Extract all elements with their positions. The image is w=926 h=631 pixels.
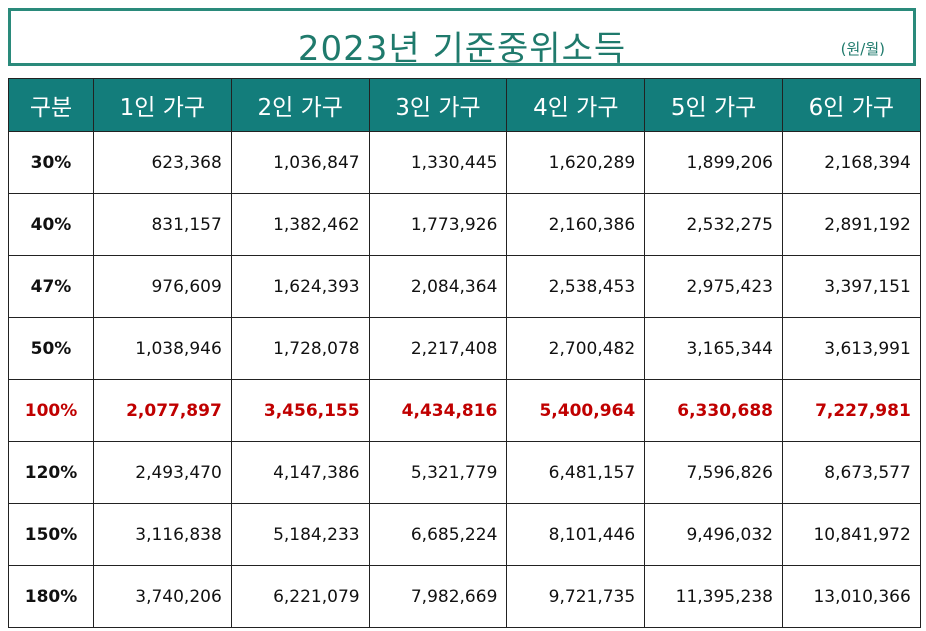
cell: 5,400,964 <box>506 379 646 442</box>
page-title: 2023년 기준중위소득 <box>297 29 627 69</box>
row-label: 47% <box>8 255 94 318</box>
header-5-person: 5인 가구 <box>644 78 783 132</box>
title-box: 2023년 기준중위소득 (원/월) <box>8 8 916 69</box>
cell: 9,721,735 <box>506 565 646 628</box>
cell: 5,184,233 <box>230 503 370 566</box>
cell: 3,740,206 <box>93 565 232 628</box>
header-row: 구분 1인 가구 2인 가구 3인 가구 4인 가구 5인 가구 6인 가구 <box>8 78 921 132</box>
cell: 4,147,386 <box>230 441 370 504</box>
cell: 5,321,779 <box>368 441 508 504</box>
cell: 2,538,453 <box>506 255 646 318</box>
table-row: 30% 623,368 1,036,847 1,330,445 1,620,28… <box>8 131 921 194</box>
cell: 831,157 <box>93 193 232 256</box>
cell: 1,899,206 <box>644 131 783 194</box>
cell: 3,116,838 <box>93 503 232 566</box>
row-label: 50% <box>8 317 94 380</box>
cell: 1,624,393 <box>230 255 370 318</box>
cell: 623,368 <box>93 131 232 194</box>
header-1-person: 1인 가구 <box>93 78 232 132</box>
cell: 11,395,238 <box>644 565 783 628</box>
cell: 8,101,446 <box>506 503 646 566</box>
cell: 4,434,816 <box>368 379 508 442</box>
table-row: 50% 1,038,946 1,728,078 2,217,408 2,700,… <box>8 317 921 380</box>
cell: 3,613,991 <box>781 317 921 380</box>
cell: 2,493,470 <box>93 441 232 504</box>
cell: 1,330,445 <box>368 131 508 194</box>
cell: 2,700,482 <box>506 317 646 380</box>
row-label: 150% <box>8 503 94 566</box>
cell: 2,084,364 <box>368 255 508 318</box>
header-2-person: 2인 가구 <box>230 78 370 132</box>
table-row: 40% 831,157 1,382,462 1,773,926 2,160,38… <box>8 193 921 256</box>
cell: 2,891,192 <box>781 193 921 256</box>
cell: 9,496,032 <box>644 503 783 566</box>
header-3-person: 3인 가구 <box>368 78 508 132</box>
row-label: 100% <box>8 379 94 442</box>
income-table: 구분 1인 가구 2인 가구 3인 가구 4인 가구 5인 가구 6인 가구 3… <box>8 78 921 628</box>
cell: 1,620,289 <box>506 131 646 194</box>
cell: 2,217,408 <box>368 317 508 380</box>
cell: 7,596,826 <box>644 441 783 504</box>
header-6-person: 6인 가구 <box>781 78 921 132</box>
row-label: 40% <box>8 193 94 256</box>
row-label: 180% <box>8 565 94 628</box>
header-category: 구분 <box>8 78 94 132</box>
cell: 2,160,386 <box>506 193 646 256</box>
table-row: 180% 3,740,206 6,221,079 7,982,669 9,721… <box>8 565 921 628</box>
cell: 3,397,151 <box>781 255 921 318</box>
cell: 2,077,897 <box>93 379 232 442</box>
table-row: 47% 976,609 1,624,393 2,084,364 2,538,45… <box>8 255 921 318</box>
row-label: 120% <box>8 441 94 504</box>
cell: 6,221,079 <box>230 565 370 628</box>
cell: 1,773,926 <box>368 193 508 256</box>
table-row: 150% 3,116,838 5,184,233 6,685,224 8,101… <box>8 503 921 566</box>
cell: 6,481,157 <box>506 441 646 504</box>
table-row: 120% 2,493,470 4,147,386 5,321,779 6,481… <box>8 441 921 504</box>
cell: 1,038,946 <box>93 317 232 380</box>
cell: 3,165,344 <box>644 317 783 380</box>
table-row-highlight: 100% 2,077,897 3,456,155 4,434,816 5,400… <box>8 379 921 442</box>
cell: 1,036,847 <box>230 131 370 194</box>
cell: 7,982,669 <box>368 565 508 628</box>
cell: 1,382,462 <box>230 193 370 256</box>
cell: 2,532,275 <box>644 193 783 256</box>
header-4-person: 4인 가구 <box>506 78 646 132</box>
cell: 13,010,366 <box>781 565 921 628</box>
cell: 10,841,972 <box>781 503 921 566</box>
cell: 2,975,423 <box>644 255 783 318</box>
cell: 6,330,688 <box>644 379 783 442</box>
cell: 7,227,981 <box>781 379 921 442</box>
cell: 3,456,155 <box>230 379 370 442</box>
cell: 6,685,224 <box>368 503 508 566</box>
cell: 1,728,078 <box>230 317 370 380</box>
unit-label: (원/월) <box>840 40 885 58</box>
cell: 976,609 <box>93 255 232 318</box>
cell: 8,673,577 <box>781 441 921 504</box>
row-label: 30% <box>8 131 94 194</box>
cell: 2,168,394 <box>781 131 921 194</box>
